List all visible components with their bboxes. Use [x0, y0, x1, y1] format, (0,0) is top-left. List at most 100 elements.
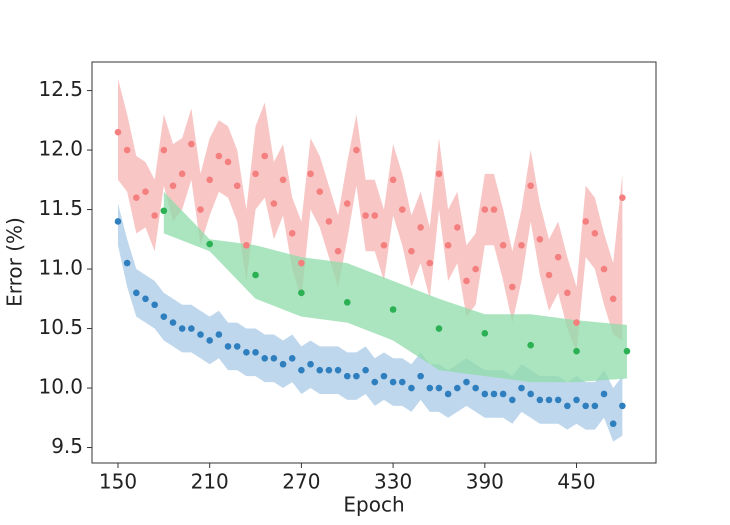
point	[188, 140, 195, 148]
point	[233, 182, 241, 190]
point	[509, 396, 516, 404]
point	[270, 354, 278, 362]
point	[371, 212, 379, 219]
point	[417, 372, 424, 380]
point	[188, 325, 195, 332]
x-axis-label: Epoch	[343, 493, 404, 517]
point	[389, 176, 397, 184]
y-tick-label: 12.5	[38, 77, 83, 101]
point	[343, 299, 351, 306]
point	[206, 337, 213, 344]
point	[600, 390, 608, 398]
band	[163, 191, 627, 383]
point	[243, 349, 250, 356]
point	[169, 182, 177, 190]
point	[325, 218, 333, 225]
point	[261, 152, 269, 160]
point	[582, 218, 589, 225]
y-tick-label: 11.0	[38, 256, 83, 280]
point	[142, 188, 149, 196]
y-tick-label: 10.0	[38, 375, 83, 399]
point	[573, 319, 580, 326]
point	[133, 289, 140, 297]
point	[417, 224, 424, 231]
point	[123, 259, 131, 267]
point	[454, 224, 461, 231]
band	[117, 203, 623, 442]
point	[325, 366, 333, 374]
point	[279, 360, 287, 368]
plot-frame	[91, 61, 657, 464]
point	[518, 384, 525, 392]
point	[609, 295, 617, 303]
point	[288, 354, 296, 362]
point	[536, 235, 544, 243]
point	[564, 289, 571, 297]
point	[307, 170, 314, 178]
point	[527, 390, 534, 398]
point	[298, 366, 305, 374]
point	[600, 265, 608, 273]
point	[380, 372, 388, 380]
point	[151, 212, 158, 219]
point	[380, 241, 388, 249]
band	[117, 78, 623, 353]
point	[545, 271, 553, 279]
point	[527, 182, 534, 190]
point	[343, 372, 351, 380]
point	[233, 343, 241, 350]
point	[307, 360, 314, 368]
point	[481, 390, 489, 398]
point	[169, 319, 177, 326]
point	[499, 390, 507, 398]
point	[224, 158, 232, 166]
point	[444, 241, 452, 249]
point	[398, 206, 406, 213]
point	[481, 206, 489, 213]
point	[334, 366, 342, 374]
x-tick-label: 150	[99, 470, 137, 494]
point	[454, 384, 461, 392]
point	[215, 331, 223, 338]
point	[509, 283, 516, 291]
point	[444, 390, 452, 398]
point	[426, 259, 434, 267]
point	[160, 207, 168, 215]
point	[518, 241, 525, 249]
x-tick-label: 450	[557, 470, 595, 494]
x-tick-label: 270	[282, 470, 320, 494]
point	[334, 247, 342, 255]
point	[623, 347, 631, 355]
point	[490, 206, 498, 213]
point	[252, 271, 259, 279]
point	[178, 170, 186, 178]
point	[298, 259, 305, 267]
point	[123, 146, 131, 154]
point	[389, 378, 397, 386]
point	[582, 402, 589, 410]
point	[160, 313, 168, 320]
point	[270, 200, 278, 207]
y-tick-label: 12.0	[38, 137, 83, 161]
point	[371, 378, 379, 386]
point	[206, 176, 213, 184]
point	[197, 331, 204, 338]
point	[160, 146, 168, 154]
point	[288, 230, 296, 237]
point	[426, 384, 434, 392]
point	[252, 349, 259, 356]
point	[554, 253, 562, 261]
point	[215, 152, 223, 160]
point	[151, 301, 158, 309]
point	[408, 247, 415, 255]
x-tick-label: 390	[466, 470, 504, 494]
point	[353, 146, 360, 154]
point	[536, 396, 544, 404]
point	[573, 396, 580, 404]
point	[591, 230, 599, 237]
point	[197, 206, 204, 213]
y-tick-label: 10.5	[38, 315, 83, 339]
point	[362, 366, 369, 374]
point	[316, 366, 324, 374]
